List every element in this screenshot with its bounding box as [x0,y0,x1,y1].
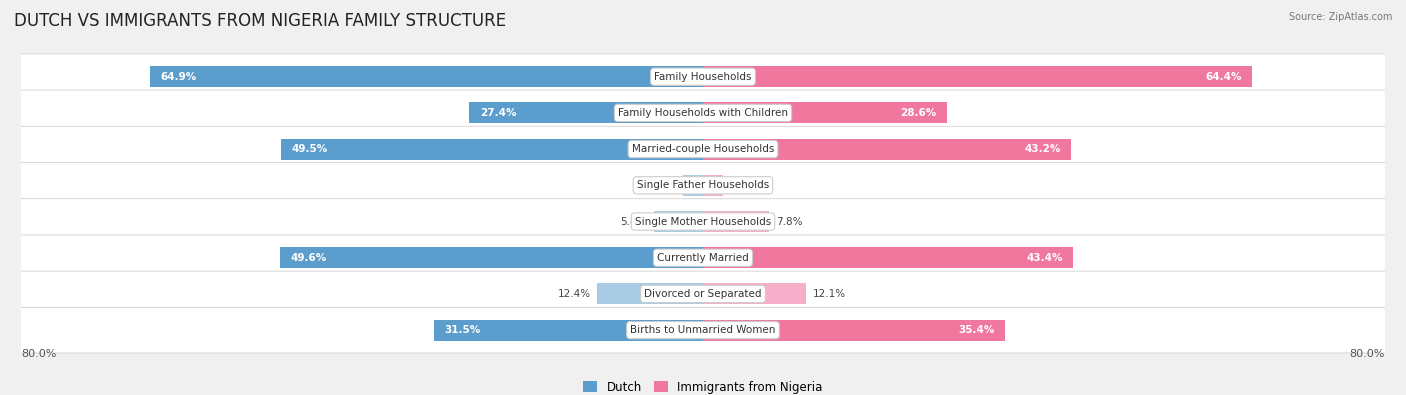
Text: 27.4%: 27.4% [479,108,516,118]
Bar [598,284,703,305]
Text: Births to Unmarried Women: Births to Unmarried Women [630,325,776,335]
Text: 64.9%: 64.9% [160,72,197,82]
Text: 35.4%: 35.4% [957,325,994,335]
FancyBboxPatch shape [15,235,1391,280]
FancyBboxPatch shape [15,271,1391,317]
Bar [703,102,946,123]
Text: Family Households with Children: Family Households with Children [619,108,787,118]
Bar [470,102,703,123]
Text: 28.6%: 28.6% [900,108,936,118]
FancyBboxPatch shape [15,199,1391,245]
Bar [150,66,703,87]
Text: 64.4%: 64.4% [1205,72,1241,82]
Text: 49.6%: 49.6% [291,253,326,263]
Text: Divorced or Separated: Divorced or Separated [644,289,762,299]
Text: 5.8%: 5.8% [620,216,647,226]
Legend: Dutch, Immigrants from Nigeria: Dutch, Immigrants from Nigeria [578,376,828,395]
Text: Family Households: Family Households [654,72,752,82]
Text: 7.8%: 7.8% [776,216,803,226]
Bar [654,211,703,232]
Text: Married-couple Households: Married-couple Households [631,144,775,154]
Bar [682,175,703,196]
Text: 2.4%: 2.4% [730,181,756,190]
Text: 80.0%: 80.0% [21,349,56,359]
Text: 49.5%: 49.5% [291,144,328,154]
Text: 31.5%: 31.5% [444,325,481,335]
Bar [434,320,703,340]
Bar [281,139,703,160]
Text: Single Mother Households: Single Mother Households [636,216,770,226]
FancyBboxPatch shape [15,126,1391,172]
Text: 43.2%: 43.2% [1025,144,1062,154]
Text: 80.0%: 80.0% [1350,349,1385,359]
Bar [703,139,1071,160]
Bar [703,284,806,305]
Bar [703,211,769,232]
FancyBboxPatch shape [15,54,1391,100]
Text: 12.1%: 12.1% [813,289,846,299]
Text: DUTCH VS IMMIGRANTS FROM NIGERIA FAMILY STRUCTURE: DUTCH VS IMMIGRANTS FROM NIGERIA FAMILY … [14,12,506,30]
Text: 12.4%: 12.4% [557,289,591,299]
FancyBboxPatch shape [15,90,1391,136]
Bar [703,66,1251,87]
Bar [703,247,1073,268]
Bar [703,320,1005,340]
Bar [703,175,724,196]
FancyBboxPatch shape [15,307,1391,353]
Text: Single Father Households: Single Father Households [637,181,769,190]
Text: 43.4%: 43.4% [1026,253,1063,263]
Bar [280,247,703,268]
Text: Currently Married: Currently Married [657,253,749,263]
Text: 2.4%: 2.4% [650,181,676,190]
Text: Source: ZipAtlas.com: Source: ZipAtlas.com [1288,12,1392,22]
FancyBboxPatch shape [15,162,1391,208]
